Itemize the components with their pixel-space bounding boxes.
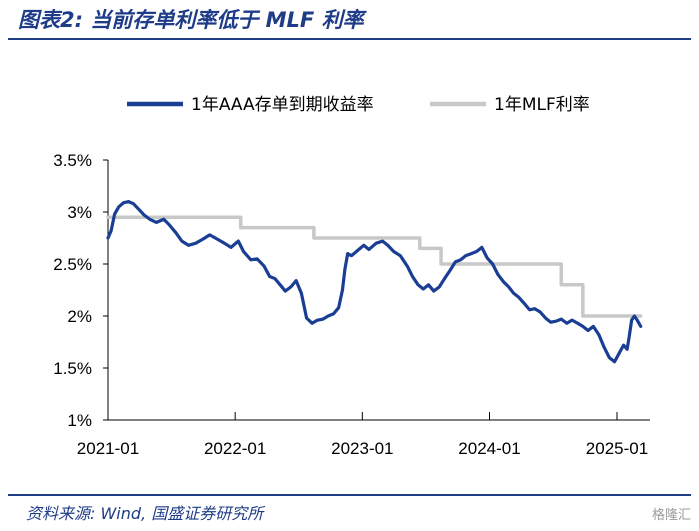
y-tick-label: 1% (67, 411, 92, 430)
legend-label: 1年AAA存单到期收益率 (191, 95, 374, 115)
x-tick-label: 2025-01 (586, 439, 648, 458)
mlf-rate-line (106, 215, 643, 318)
y-tick-label: 1.5% (53, 359, 92, 378)
source-note: 资料来源: Wind, 国盛证券研究所 (26, 504, 264, 523)
watermark-logo: 格隆汇 (651, 508, 691, 523)
y-tick-label: 3.5% (53, 151, 92, 170)
chart-lines (106, 200, 643, 364)
chart-axes: 3.5% 3% 2.5% 2% 1.5% 1% 2021-01 2022-01 2023-01 2… (53, 151, 650, 458)
y-tick-label: 3% (67, 203, 92, 222)
y-tick-label: 2% (67, 307, 92, 326)
x-tick-label: 2023-01 (331, 439, 393, 458)
aaa-cd-yield-line (106, 200, 643, 364)
figure-title: 图表2: 当前存单利率低于 MLF 利率 (18, 8, 364, 32)
x-tick-label: 2022-01 (204, 439, 266, 458)
top-divider (8, 38, 691, 40)
x-tick-label: 2024-01 (458, 439, 520, 458)
chart-legend: 1年AAA存单到期收益率 1年MLF利率 (127, 95, 590, 115)
y-tick-label: 2.5% (53, 255, 92, 274)
bottom-divider (8, 494, 691, 496)
x-tick-label: 2021-01 (77, 439, 139, 458)
legend-label: 1年MLF利率 (494, 95, 590, 115)
